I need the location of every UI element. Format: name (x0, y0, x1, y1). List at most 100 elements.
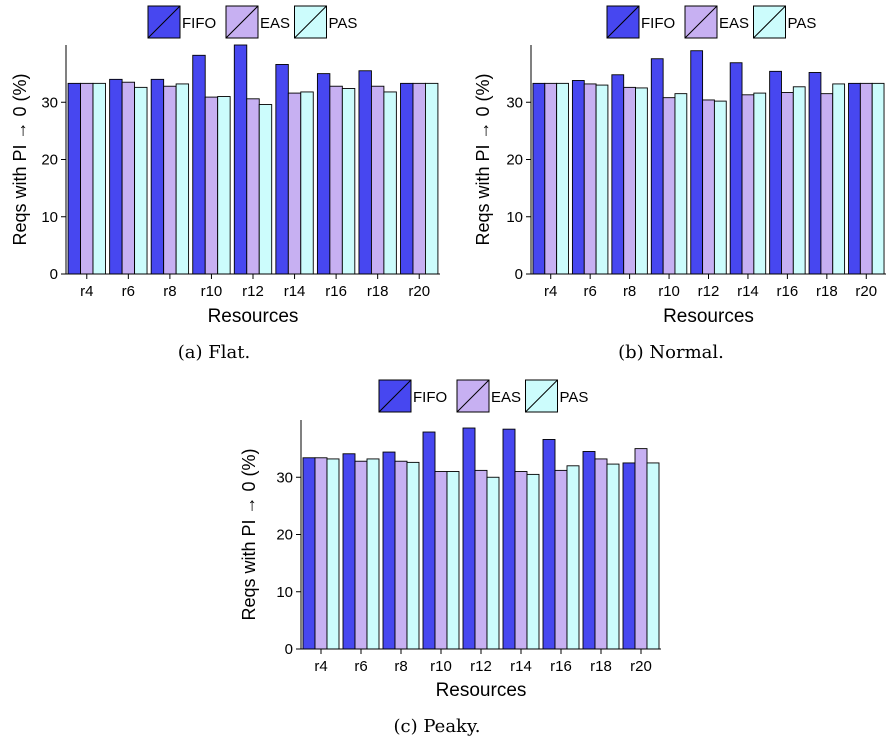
bar-fifo-r16 (316, 73, 331, 275)
x-tick-label: r14 (737, 283, 759, 300)
x-tick-label: r16 (325, 283, 347, 300)
bar-eas-r10 (662, 97, 676, 275)
legend-key-slash (525, 379, 558, 413)
y-tick-label: 0 (515, 266, 523, 283)
figure-caption: (b) Normal. (618, 342, 724, 363)
x-tick-label: r6 (354, 658, 367, 675)
bar-fifo-r4 (67, 82, 81, 275)
y-tick-label: 30 (41, 94, 58, 111)
bar-eas-r12 (474, 469, 488, 650)
bar-eas-r8 (623, 86, 636, 275)
x-tick-label: r12 (242, 283, 264, 300)
x-tick-label: r8 (163, 283, 176, 300)
bar-fifo-r18 (582, 451, 596, 650)
x-tick-label: r10 (658, 283, 680, 300)
bar-pas-r10 (217, 96, 231, 275)
bar-eas-r6 (121, 81, 136, 275)
legend: FIFO EAS PAS (378, 379, 588, 413)
x-axis-title: Resources (208, 306, 299, 327)
legend-key-slash (294, 5, 327, 39)
chart-flat: 0 10 20 30 r4 r6 r8 r10 r12 r14 r16 r18 r20 Resources… (10, 5, 440, 363)
y-axis-title: Reqs with PI → 0 (%) (239, 448, 259, 620)
bar-pas-r18 (606, 463, 620, 650)
legend-key-slash (606, 5, 640, 39)
y-axis-title: Reqs with PI → 0 (%) (473, 73, 493, 245)
bar-eas-r16 (554, 469, 568, 650)
bar-pas-r4 (326, 458, 340, 650)
y-tick-label: 30 (276, 469, 293, 486)
legend-key-slash (753, 5, 786, 39)
bar-eas-r4 (544, 82, 558, 275)
bar-fifo-r14 (729, 62, 743, 275)
bar-pas-r20 (871, 82, 885, 275)
y-tick-label: 20 (276, 527, 293, 544)
x-tick-label: r20 (408, 283, 430, 300)
bar-pas-r10 (674, 93, 688, 275)
bar-fifo-r10 (192, 54, 206, 275)
legend: FIFO EAS PAS (606, 5, 816, 39)
bar-fifo-r18 (358, 70, 372, 275)
bar-eas-r12 (702, 99, 715, 275)
legend: FIFO EAS PAS (147, 5, 358, 39)
x-tick-label: r8 (394, 658, 407, 675)
x-tick-label: r18 (590, 658, 612, 675)
x-tick-label: r18 (816, 283, 838, 300)
x-tick-label: r4 (544, 283, 557, 300)
bar-eas-r16 (329, 85, 343, 275)
bar-eas-r14 (741, 94, 755, 275)
bar-pas-r18 (832, 83, 846, 275)
y-tick-label: 20 (41, 152, 58, 169)
y-tick-label: 0 (50, 266, 58, 283)
bar-pas-r12 (713, 100, 727, 275)
legend-key-slash (225, 5, 259, 39)
bar-eas-r18 (820, 93, 834, 275)
bar-fifo-r6 (109, 78, 123, 275)
x-tick-label: r14 (284, 283, 306, 300)
bar-eas-r4 (314, 457, 328, 650)
bar-pas-r16 (566, 465, 580, 650)
bar-fifo-r6 (342, 453, 356, 650)
x-tick-label: r4 (80, 283, 93, 300)
bar-pas-r8 (635, 87, 648, 275)
bar-pas-r20 (646, 462, 660, 650)
bar-eas-r20 (634, 448, 648, 650)
bar-fifo-r8 (150, 78, 165, 275)
legend-label-eas: EAS (719, 15, 749, 32)
bar-pas-r8 (406, 461, 420, 650)
bar-pas-r6 (134, 86, 148, 275)
x-tick-label: r18 (367, 283, 389, 300)
bar-eas-r10 (204, 96, 219, 275)
bar-fifo-r4 (532, 82, 546, 275)
chart-panel-flat: 0 10 20 30 r4 r6 r8 r10 r12 r14 r16 r18 r20 Resources… (0, 0, 440, 370)
x-tick-label: r12 (470, 658, 492, 675)
bar-eas-r20 (859, 82, 873, 275)
figure-caption: (a) Flat. (178, 342, 250, 363)
y-axis-title: Reqs with PI → 0 (%) (10, 73, 30, 245)
x-tick-label: r6 (122, 283, 135, 300)
legend-label-fifo: FIFO (182, 15, 216, 32)
x-tick-label: r4 (314, 658, 327, 675)
x-tick-label: r16 (777, 283, 799, 300)
bar-pas-r14 (526, 473, 540, 650)
y-tick-label: 10 (276, 584, 293, 601)
bar-eas-r12 (246, 98, 260, 275)
bar-fifo-r20 (622, 462, 636, 650)
x-tick-label: r10 (201, 283, 223, 300)
x-tick-label: r20 (855, 283, 877, 300)
bar-pas-r6 (366, 458, 380, 650)
legend-label-pas: PAS (329, 15, 358, 32)
bar-fifo-r8 (611, 74, 625, 275)
legend-label-fifo: FIFO (641, 15, 675, 32)
bar-eas-r6 (354, 460, 368, 650)
chart-panel-normal: 0 10 20 30 r4 r6 r8 r10 r12 r14 r16 r18 r20 Resources… (443, 0, 886, 370)
bar-pas-r4 (92, 82, 106, 275)
bar-eas-r8 (163, 85, 177, 275)
bar-fifo-r8 (382, 451, 396, 650)
chart-normal: 0 10 20 30 r4 r6 r8 r10 r12 r14 r16 r18 r20 Resources… (473, 5, 886, 363)
bar-eas-r18 (594, 458, 608, 650)
bar-fifo-r14 (502, 428, 516, 650)
bar-pas-r8 (175, 83, 190, 275)
bar-eas-r18 (370, 85, 385, 275)
x-tick-label: r14 (510, 658, 532, 675)
bar-pas-r18 (383, 91, 397, 275)
